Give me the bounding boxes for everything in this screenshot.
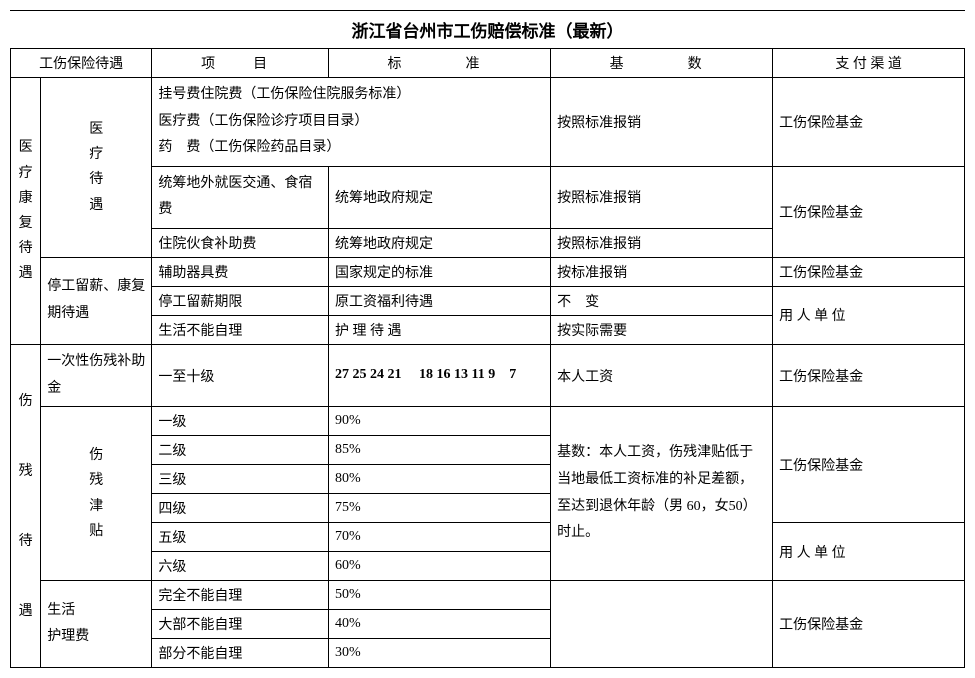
r12-standard: 70% (328, 523, 550, 552)
section2-sub1: 一次性伤残补助金 (41, 344, 152, 406)
r2-base: 按照标准报销 (551, 166, 773, 228)
r3-base: 按照标准报销 (551, 228, 773, 257)
r56-pay: 用 人 单 位 (773, 286, 965, 344)
r3-standard: 统筹地政府规定 (328, 228, 550, 257)
r6-base: 按实际需要 (551, 315, 773, 344)
section2-sub3: 生活 护理费 (41, 581, 152, 668)
r12-13-pay: 用 人 单 位 (773, 523, 965, 581)
table-row: 停工留薪期限 原工资福利待遇 不 变 用 人 单 位 (11, 286, 965, 315)
table-row: 统筹地外就医交通、食宿费 统筹地政府规定 按照标准报销 工伤保险基金 (11, 166, 965, 228)
header-insurance: 工伤保险待遇 (11, 49, 152, 78)
r4-base: 按标准报销 (551, 257, 773, 286)
header-payment: 支 付 渠 道 (773, 49, 965, 78)
r14-project: 完全不能自理 (152, 581, 329, 610)
r1-project: 挂号费住院费（工伤保险住院服务标准） 医疗费（工伤保险诊疗项目目录） 药 费（工… (152, 78, 551, 167)
r7-project: 一至十级 (152, 344, 329, 406)
r7-standard: 27 25 24 21 18 16 13 11 9 7 (328, 344, 550, 406)
r5-project: 停工留薪期限 (152, 286, 329, 315)
r14-base (551, 581, 773, 668)
table-row: 五级 70% 用 人 单 位 (11, 523, 965, 552)
r10-standard: 80% (328, 465, 550, 494)
r8-project: 一级 (152, 407, 329, 436)
r1-base: 按照标准报销 (551, 78, 773, 167)
r13-standard: 60% (328, 552, 550, 581)
r15-standard: 40% (328, 610, 550, 639)
r14-standard: 50% (328, 581, 550, 610)
r9-standard: 85% (328, 436, 550, 465)
table-row: 医 疗 康 复 待 遇 医 疗 待 遇 挂号费住院费（工伤保险住院服务标准） 医… (11, 78, 965, 167)
r8-standard: 90% (328, 407, 550, 436)
r9-project: 二级 (152, 436, 329, 465)
r10-project: 三级 (152, 465, 329, 494)
header-project: 项 目 (152, 49, 329, 78)
section1-sub2: 停工留薪、康复期待遇 (41, 257, 152, 344)
r6-project: 生活不能自理 (152, 315, 329, 344)
header-row: 工伤保险待遇 项 目 标 准 基 数 支 付 渠 道 (11, 49, 965, 78)
r11-project: 四级 (152, 494, 329, 523)
r7-base: 本人工资 (551, 344, 773, 406)
document-title: 浙江省台州市工伤赔偿标准（最新） (10, 10, 965, 48)
r8-11-pay: 工伤保险基金 (773, 407, 965, 523)
r2-standard: 统筹地政府规定 (328, 166, 550, 228)
r14-16-pay: 工伤保险基金 (773, 581, 965, 668)
r4-project: 辅助器具费 (152, 257, 329, 286)
r6-standard: 护 理 待 遇 (328, 315, 550, 344)
section1-sub1: 医 疗 待 遇 (41, 78, 152, 258)
r1-pay: 工伤保险基金 (773, 78, 965, 167)
table-row: 停工留薪、康复期待遇 辅助器具费 国家规定的标准 按标准报销 工伤保险基金 (11, 257, 965, 286)
r4-standard: 国家规定的标准 (328, 257, 550, 286)
r3-project: 住院伙食补助费 (152, 228, 329, 257)
table-row: 伤 残 待 遇 一次性伤残补助金 一至十级 27 25 24 21 18 16 … (11, 344, 965, 406)
r15-project: 大部不能自理 (152, 610, 329, 639)
r12-project: 五级 (152, 523, 329, 552)
header-base: 基 数 (551, 49, 773, 78)
r16-standard: 30% (328, 639, 550, 668)
r23-pay: 工伤保险基金 (773, 166, 965, 257)
r2-project: 统筹地外就医交通、食宿费 (152, 166, 329, 228)
header-standard: 标 准 (328, 49, 550, 78)
section2-sub2: 伤 残 津 贴 (41, 407, 152, 581)
table-row: 生活 护理费 完全不能自理 50% 工伤保险基金 (11, 581, 965, 610)
section1-label: 医 疗 康 复 待 遇 (11, 78, 41, 345)
r16-project: 部分不能自理 (152, 639, 329, 668)
r13-project: 六级 (152, 552, 329, 581)
r4-pay: 工伤保险基金 (773, 257, 965, 286)
r7-pay: 工伤保险基金 (773, 344, 965, 406)
section2-label: 伤 残 待 遇 (11, 344, 41, 667)
r8-13-base: 基数：本人工资，伤残津贴低于当地最低工资标准的补足差额，至达到退休年龄（男 60… (551, 407, 773, 581)
r11-standard: 75% (328, 494, 550, 523)
compensation-table: 工伤保险待遇 项 目 标 准 基 数 支 付 渠 道 医 疗 康 复 待 遇 医… (10, 48, 965, 668)
r5-base: 不 变 (551, 286, 773, 315)
table-row: 伤 残 津 贴 一级 90% 基数：本人工资，伤残津贴低于当地最低工资标准的补足… (11, 407, 965, 436)
r5-standard: 原工资福利待遇 (328, 286, 550, 315)
